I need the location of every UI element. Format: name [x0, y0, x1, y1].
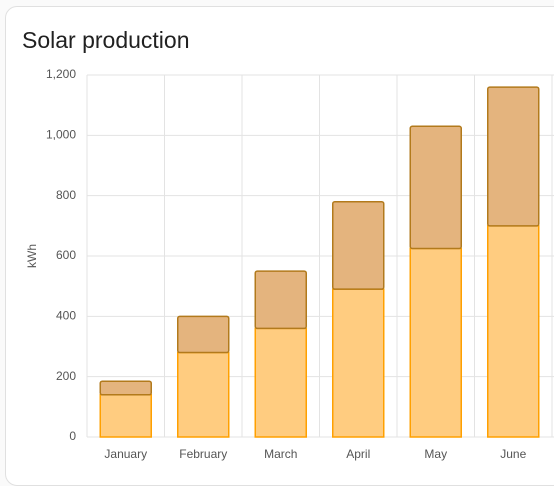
bar-segment — [177, 351, 230, 438]
x-tick-label: January — [104, 447, 147, 461]
y-axis-label: kWh — [25, 244, 39, 268]
bar-segment — [332, 200, 385, 290]
y-tick-label: 1,200 — [46, 67, 76, 81]
bar-segment — [409, 125, 462, 250]
x-tick-label: March — [264, 447, 297, 461]
y-tick-label: 1,000 — [46, 128, 76, 142]
bar-segment — [332, 288, 385, 438]
x-tick-label: April — [346, 447, 370, 461]
bar-segment — [409, 247, 462, 438]
x-tick-label: May — [424, 447, 447, 461]
x-tick-label: June — [500, 447, 526, 461]
y-tick-label: 800 — [56, 188, 76, 202]
page: {"chart_data": {"type": "stacked-bar", "… — [5, 6, 554, 486]
y-tick-label: 200 — [56, 369, 76, 383]
x-tick-label: February — [179, 447, 227, 461]
bar-segment — [254, 270, 307, 330]
bar-segment — [487, 86, 540, 227]
bar-segment — [487, 225, 540, 438]
y-tick-label: 600 — [56, 248, 76, 262]
bar-segment — [99, 394, 152, 438]
chart: Solar production kWh 0 200 400 600 800 1,000 1… — [22, 27, 554, 461]
y-tick-label: 400 — [56, 309, 76, 323]
bar-segment — [99, 380, 152, 396]
y-tick-label: 0 — [69, 429, 76, 443]
bar-segment — [254, 327, 307, 438]
chart-title: Solar production — [22, 27, 190, 53]
bar-segment — [177, 315, 230, 354]
